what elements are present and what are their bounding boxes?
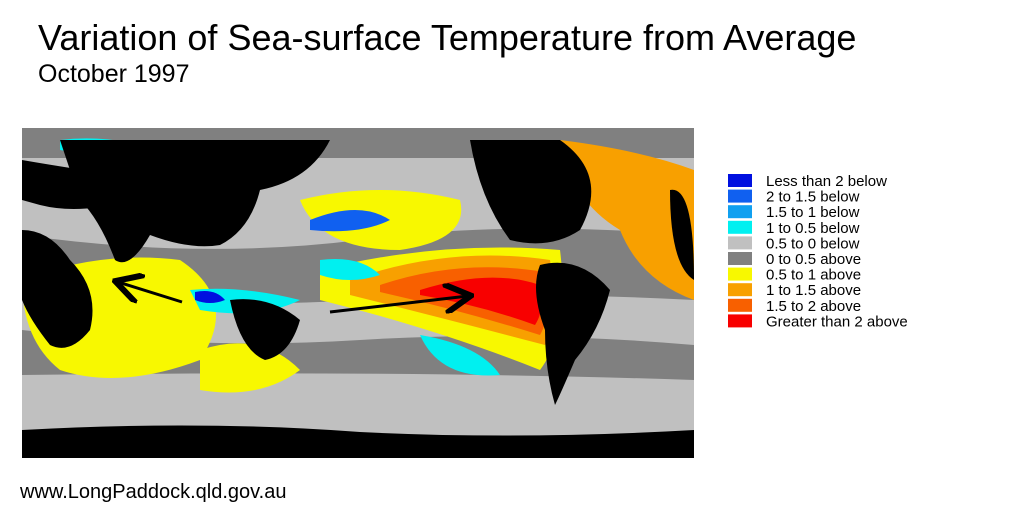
- land: [22, 425, 694, 458]
- title: Variation of Sea-surface Temperature fro…: [38, 17, 856, 58]
- legend-label: Less than 2 below: [766, 173, 887, 190]
- legend-swatch: [728, 220, 752, 234]
- arrow: [329, 296, 468, 312]
- legend-swatch: [728, 189, 752, 203]
- legend-label: 0.5 to 0 below: [766, 235, 860, 252]
- cool-area: [320, 259, 380, 280]
- land: [470, 140, 592, 244]
- legend-swatch: [728, 252, 752, 265]
- legend-label: 1 to 1.5 above: [766, 282, 861, 299]
- legend-swatch: [728, 298, 752, 312]
- legend-label: 2 to 1.5 below: [766, 189, 860, 206]
- legend-label: 0 to 0.5 above: [766, 251, 861, 268]
- legend-swatch: [728, 267, 752, 281]
- legend-swatch: [728, 314, 752, 328]
- legend-label: 1.5 to 1 below: [766, 204, 860, 221]
- land: [536, 262, 610, 405]
- land: [670, 189, 694, 280]
- legend-swatch: [728, 236, 752, 250]
- land: [22, 230, 93, 348]
- legend-swatch: [728, 174, 752, 187]
- legend-label: 1.5 to 2 above: [766, 298, 861, 315]
- cool-area: [195, 291, 225, 303]
- legend-label: 0.5 to 1 above: [766, 267, 861, 284]
- cool-area: [420, 335, 500, 376]
- warm-area: [560, 140, 694, 300]
- subtitle: October 1997: [38, 60, 190, 88]
- land: [60, 140, 330, 263]
- legend-label: Greater than 2 above: [766, 313, 908, 330]
- legend-swatch: [728, 205, 752, 219]
- legend-label: 1 to 0.5 below: [766, 220, 860, 237]
- source-url: www.LongPaddock.qld.gov.au: [19, 481, 286, 503]
- land: [230, 299, 300, 360]
- cool-area: [310, 210, 390, 232]
- legend-swatch: [728, 283, 752, 297]
- arrow: [118, 282, 183, 302]
- map: [22, 128, 694, 458]
